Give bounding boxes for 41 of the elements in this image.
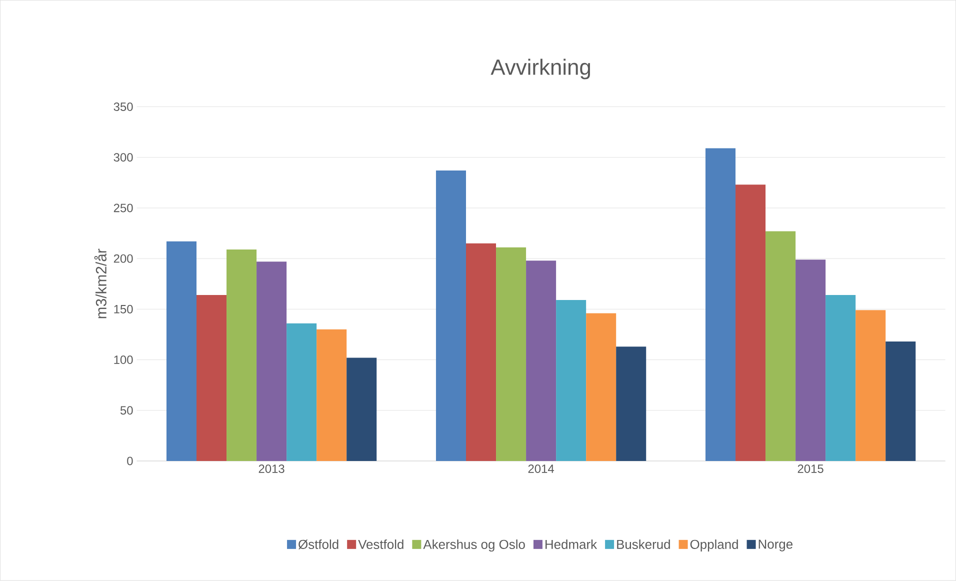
y-tick-label: 200	[114, 254, 133, 263]
legend-label: Hedmark	[546, 540, 598, 550]
bar	[856, 310, 886, 462]
bar	[436, 170, 466, 462]
bar	[616, 346, 646, 462]
bar	[526, 260, 556, 462]
bar	[346, 358, 377, 462]
bar	[826, 295, 856, 462]
legend-label: Østfold	[298, 540, 338, 550]
bar	[196, 295, 227, 462]
bar	[316, 330, 347, 462]
y-tick-label: 0	[127, 456, 133, 466]
y-tick-label: 50	[120, 406, 133, 415]
y-tick-label: 150	[114, 305, 133, 314]
bar	[226, 250, 257, 462]
bar	[496, 248, 526, 462]
bar	[166, 241, 196, 462]
x-tick-label: 2013	[258, 464, 284, 474]
legend-label: Akershus og Oslo	[423, 540, 525, 552]
legend-label: Norge	[758, 540, 792, 552]
chart-title: Avvirkning	[490, 58, 590, 80]
bar	[256, 262, 287, 462]
legend-label: Oppland	[690, 540, 738, 552]
legend-label: Buskerud	[617, 540, 670, 550]
bar	[286, 323, 317, 462]
bar	[466, 244, 496, 462]
y-axis-title: m3/km2/år	[94, 248, 106, 318]
bar	[586, 313, 616, 462]
x-tick-label: 2014	[528, 464, 554, 474]
bar	[705, 148, 736, 462]
bar	[736, 184, 766, 462]
bar	[556, 300, 586, 462]
legend-label: Vestfold	[358, 540, 404, 550]
y-tick-label: 250	[114, 204, 133, 212]
y-tick-label: 350	[114, 102, 133, 112]
y-tick-label: 300	[114, 153, 133, 162]
y-tick-label: 100	[114, 356, 133, 364]
x-tick-label: 2015	[798, 464, 824, 474]
bar	[796, 260, 826, 462]
bar	[886, 342, 916, 462]
bar	[766, 231, 796, 462]
